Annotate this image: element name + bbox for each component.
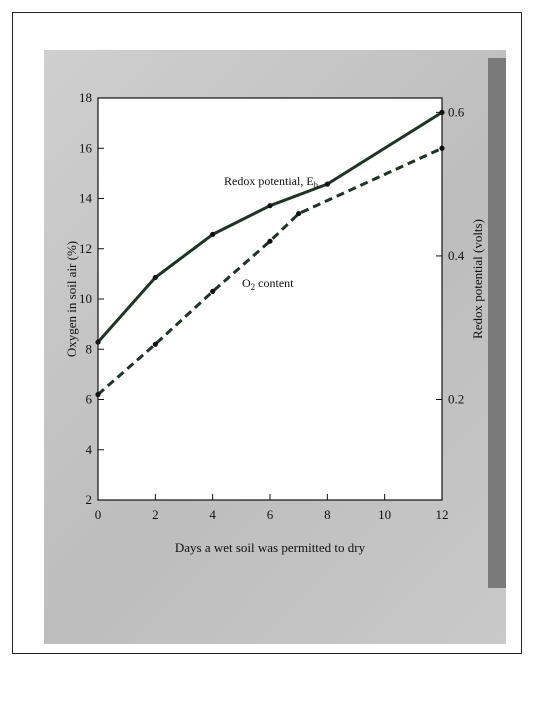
y-axis-right-title: Redox potential (volts) (470, 219, 485, 339)
scanned-figure-shadow (488, 58, 506, 588)
o2-data-point (210, 288, 216, 295)
y-axis-left-title: Oxygen in soil air (%) (64, 241, 79, 357)
x-tick-label: 12 (436, 507, 449, 522)
y-right-tick-label: 0.6 (448, 104, 465, 119)
redox-data-point (152, 274, 158, 281)
series-layer (95, 109, 445, 398)
redox-data-point (95, 339, 101, 345)
o2-series-label: O2 content (242, 276, 294, 292)
x-tick-label: 2 (152, 507, 159, 522)
x-axis-title: Days a wet soil was permitted to dry (175, 540, 366, 555)
redox-data-point (267, 203, 273, 209)
y-left-tick-label: 16 (79, 140, 93, 155)
y-left-tick-label: 4 (86, 442, 93, 457)
x-tick-label: 0 (95, 507, 102, 522)
y-right-tick-label: 0.2 (448, 392, 464, 407)
y-left-tick-label: 14 (79, 191, 93, 206)
redox-series-subscript: h (314, 180, 319, 190)
o2-data-point (296, 210, 302, 217)
plot-area (97, 97, 443, 501)
x-tick-label: 4 (209, 507, 216, 522)
o2-data-point (152, 341, 158, 347)
o2-series-name: O (242, 276, 251, 290)
redox-series-line (96, 111, 443, 344)
redox-data-point (439, 109, 445, 115)
redox-data-point (324, 181, 330, 187)
y-left-tick-label: 2 (86, 492, 93, 507)
y-left-tick-label: 6 (86, 392, 93, 407)
y-left-tick-label: 8 (86, 341, 93, 356)
o2-data-point (95, 391, 101, 398)
y-right-tick-label: 0.4 (448, 248, 465, 263)
y-left-tick-label: 10 (79, 291, 92, 306)
y-left-tick-label: 12 (79, 241, 92, 256)
redox-series-name: Redox potential, E (224, 174, 314, 188)
redox-series-label: Redox potential, Eh (224, 174, 319, 190)
x-tick-label: 8 (324, 507, 331, 522)
o2-series-suffix: content (255, 276, 294, 290)
x-tick-label: 6 (267, 507, 274, 522)
x-tick-label: 10 (378, 507, 391, 522)
y-left-tick-label: 18 (79, 90, 92, 105)
redox-data-point (210, 231, 216, 237)
o2-data-point (439, 145, 445, 151)
o2-data-point (267, 238, 273, 244)
o2-series-subscript: 2 (251, 282, 256, 292)
